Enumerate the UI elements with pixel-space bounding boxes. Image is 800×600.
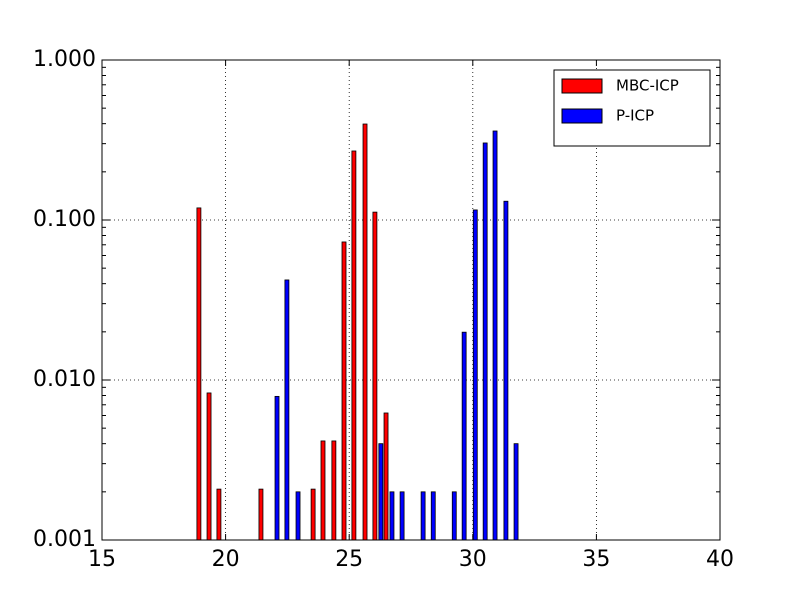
- bar: [399, 491, 405, 541]
- bar: [258, 488, 264, 541]
- bar: [372, 211, 378, 541]
- bar: [274, 395, 280, 541]
- bar: [451, 491, 457, 541]
- y-tick-label: 1.000: [33, 47, 96, 72]
- x-tick-label: 20: [212, 547, 240, 572]
- x-tick-label: 30: [459, 547, 487, 572]
- bar: [503, 200, 509, 541]
- bar: [430, 491, 436, 541]
- x-tick-label: 25: [335, 547, 363, 572]
- bar: [513, 443, 519, 541]
- bar: [295, 491, 301, 541]
- bar: [216, 488, 222, 541]
- bar: [320, 440, 326, 541]
- bar: [492, 130, 498, 541]
- legend-label: MBC-ICP: [616, 77, 679, 95]
- y-tick-label: 0.100: [33, 207, 96, 232]
- bar: [383, 412, 389, 541]
- x-tick-label: 35: [582, 547, 610, 572]
- legend-swatch: [561, 108, 603, 124]
- bar: [461, 331, 467, 541]
- bar: [420, 491, 426, 541]
- x-tick-label: 15: [88, 547, 116, 572]
- bar: [310, 488, 316, 541]
- bar: [362, 123, 368, 541]
- plot-frame: [101, 59, 721, 541]
- bar: [351, 150, 357, 541]
- y-tick-label: 0.010: [33, 367, 96, 392]
- legend-swatch: [561, 78, 603, 94]
- x-tick-label: 40: [706, 547, 734, 572]
- y-tick-label: 0.001: [33, 527, 96, 552]
- bar: [331, 440, 337, 541]
- bar: [196, 207, 202, 541]
- bar: [389, 491, 395, 541]
- bar: [341, 241, 347, 541]
- bar: [482, 142, 488, 541]
- bar: [472, 209, 478, 541]
- legend-label: P-ICP: [616, 107, 654, 125]
- bar: [378, 443, 384, 541]
- bar: [206, 392, 212, 541]
- bar: [284, 279, 290, 541]
